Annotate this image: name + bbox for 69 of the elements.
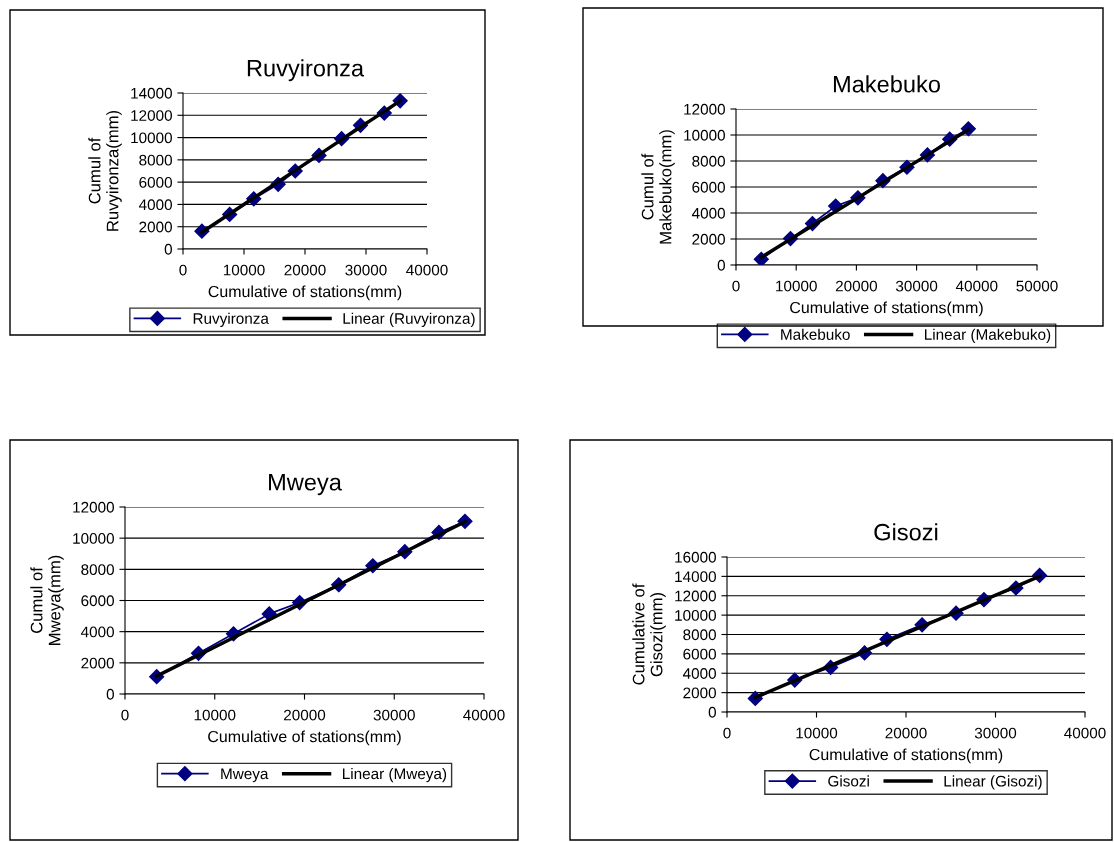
y-tick-label: 14000 bbox=[675, 571, 716, 583]
x-tick-label: 20000 bbox=[284, 709, 326, 721]
y-tick-label: 8000 bbox=[81, 564, 114, 576]
y-axis-title: Cumul of Mweya(mm) bbox=[30, 555, 64, 645]
x-tick-label: 0 bbox=[732, 280, 740, 292]
legend-label: Linear (Gisozi) bbox=[944, 775, 1042, 790]
y-axis-title: Cumulative of Gisozi(mm) bbox=[632, 583, 666, 685]
x-axis-title: Cumulative of stations(mm) bbox=[208, 730, 401, 746]
y-tick-label: 6000 bbox=[692, 181, 725, 193]
y-tick-label: 6000 bbox=[81, 595, 114, 607]
x-tick-label: 0 bbox=[121, 709, 129, 721]
y-tick-label: 2000 bbox=[81, 657, 114, 669]
y-tick-label: 10000 bbox=[675, 609, 716, 621]
chart-title: Ruvyironza bbox=[247, 59, 365, 82]
x-tick-label: 30000 bbox=[373, 709, 415, 721]
y-tick-label: 4000 bbox=[682, 668, 716, 679]
x-tick-label: 40000 bbox=[1064, 727, 1106, 739]
y-tick-label: 2000 bbox=[139, 221, 172, 233]
y-tick-label: 6000 bbox=[139, 177, 172, 188]
y-tick-label: 0 bbox=[106, 688, 114, 700]
x-tick-label: 30000 bbox=[345, 264, 387, 276]
x-tick-label: 20000 bbox=[885, 727, 927, 739]
y-tick-label: 8000 bbox=[692, 155, 725, 167]
y-tick-label: 12000 bbox=[684, 103, 725, 115]
y-tick-label: 2000 bbox=[692, 233, 725, 245]
x-tick-label: 50000 bbox=[1016, 280, 1058, 292]
chart-title: Gisozi bbox=[874, 523, 938, 541]
legend-label: Gisozi bbox=[828, 775, 869, 787]
y-tick-label: 0 bbox=[164, 243, 172, 255]
x-tick-label: 20000 bbox=[835, 280, 878, 292]
y-tick-label: 8000 bbox=[139, 154, 172, 166]
x-tick-label: 30000 bbox=[974, 727, 1017, 739]
x-axis-title: Cumulative of stations(mm) bbox=[809, 748, 1003, 764]
x-tick-label: 40000 bbox=[463, 709, 505, 721]
legend-label: Makebuko bbox=[781, 328, 850, 340]
legend-label: Ruvyironza bbox=[193, 312, 269, 327]
y-tick-label: 10000 bbox=[73, 533, 114, 544]
y-tick-label: 10000 bbox=[131, 132, 172, 144]
x-tick-label: 40000 bbox=[406, 264, 448, 276]
x-tick-label: 30000 bbox=[895, 280, 938, 292]
x-tick-label: 40000 bbox=[955, 280, 998, 292]
legend-label: Mweya bbox=[221, 768, 269, 783]
legend-label: Linear (Makebuko) bbox=[925, 328, 1051, 343]
x-tick-label: 20000 bbox=[284, 264, 326, 276]
y-tick-label: 8000 bbox=[683, 629, 716, 641]
y-tick-label: 12000 bbox=[131, 110, 172, 121]
y-axis-title: Cumul of Ruvyironza(mm) bbox=[88, 110, 122, 231]
y-tick-label: 4000 bbox=[691, 207, 725, 219]
y-tick-label: 2000 bbox=[683, 687, 716, 699]
legend-label: Linear (Mweya) bbox=[343, 767, 447, 783]
legend-label: Linear (Ruvyironza) bbox=[343, 312, 475, 327]
x-tick-label: 10000 bbox=[223, 264, 265, 276]
y-axis-title: Cumul of Makebuko(mm) bbox=[641, 130, 675, 244]
x-axis-title: Cumulative of stations(mm) bbox=[208, 285, 402, 301]
chart-title: Mweya bbox=[269, 474, 342, 496]
y-tick-label: 16000 bbox=[675, 551, 716, 563]
x-axis-title: Cumulative of stations(mm) bbox=[790, 301, 983, 317]
x-tick-label: 0 bbox=[179, 264, 187, 276]
x-tick-label: 10000 bbox=[194, 709, 236, 721]
y-tick-label: 12000 bbox=[675, 590, 716, 602]
y-tick-label: 12000 bbox=[73, 501, 114, 513]
chart-title: Makebuko bbox=[833, 75, 940, 93]
y-tick-label: 4000 bbox=[138, 199, 172, 211]
y-tick-label: 14000 bbox=[131, 87, 172, 99]
x-tick-label: 10000 bbox=[796, 727, 838, 739]
x-tick-label: 10000 bbox=[776, 280, 817, 292]
y-tick-label: 6000 bbox=[683, 648, 716, 660]
y-tick-label: 10000 bbox=[684, 129, 725, 141]
y-tick-label: 4000 bbox=[80, 626, 114, 638]
